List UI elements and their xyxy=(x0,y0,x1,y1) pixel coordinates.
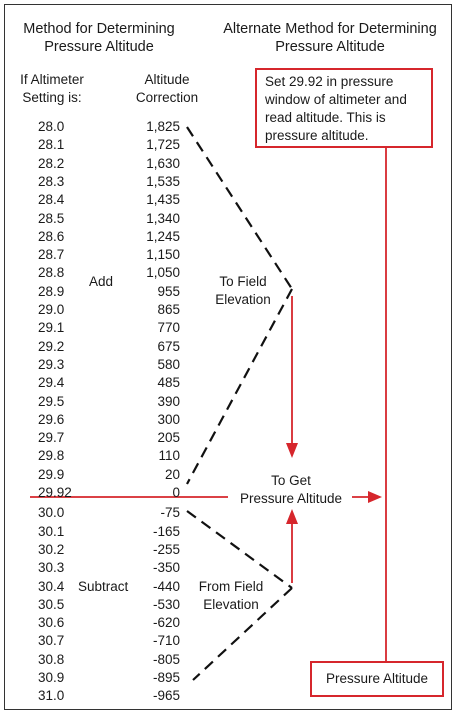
correction-cell: -895 xyxy=(152,670,180,685)
correction-cell: 390 xyxy=(157,393,180,409)
from-field-elevation-label: From Field Elevation xyxy=(190,578,272,614)
to-field-elevation-label: To Field Elevation xyxy=(204,273,282,309)
correction-header-line1: Altitude xyxy=(144,72,190,87)
setting-cell: 30.6 xyxy=(38,615,65,631)
correction-cell: 1,245 xyxy=(146,228,180,244)
add-dashed-line-upper xyxy=(186,126,293,290)
correction-cell: 1,535 xyxy=(146,173,180,189)
setting-cell: 29.4 xyxy=(38,375,65,391)
setting-header-line1: If Altimeter xyxy=(20,72,84,87)
setting-cell: 30.2 xyxy=(38,541,65,557)
correction-cell: -165 xyxy=(152,523,180,539)
setting-cell: 28.7 xyxy=(38,247,65,263)
setting-cell: 28.0 xyxy=(38,119,65,134)
setting-cell: 29.1 xyxy=(38,320,65,336)
to-get-pressure-altitude-label: To Get Pressure Altitude xyxy=(228,472,354,508)
correction-cell: -255 xyxy=(152,541,180,557)
correction-cell: -620 xyxy=(152,615,180,631)
setting-header-line2: Setting is: xyxy=(22,90,82,105)
arrow-head-up xyxy=(286,509,298,524)
correction-cell: -530 xyxy=(152,596,180,612)
correction-cell: -965 xyxy=(152,688,180,704)
setting-cell: 29.6 xyxy=(38,411,65,427)
correction-cell: 1,150 xyxy=(146,247,180,263)
setting-cell: 31.0 xyxy=(38,688,65,704)
correction-cell: 20 xyxy=(164,466,180,482)
add-dashed-line-lower xyxy=(186,288,293,485)
setting-cell: 28.6 xyxy=(38,228,65,244)
setting-cell: 30.3 xyxy=(38,560,65,576)
left-title-line2: Pressure Altitude xyxy=(44,39,154,55)
correction-cell: 1,725 xyxy=(146,137,180,153)
setting-cell: 28.2 xyxy=(38,155,65,171)
correction-cell: 1,050 xyxy=(146,265,180,281)
correction-cell: -805 xyxy=(152,651,180,667)
correction-cell: 0 xyxy=(172,485,180,500)
setting-cell: 30.4 xyxy=(38,578,65,594)
correction-cell: 865 xyxy=(157,302,180,317)
to-get-line2: Pressure Altitude xyxy=(239,491,343,506)
correction-cell: 1,340 xyxy=(146,210,180,226)
from-field-line2: Elevation xyxy=(203,597,259,612)
setting-cell: 30.7 xyxy=(38,633,65,649)
correction-cell: 1,630 xyxy=(146,155,180,171)
correction-cell: -440 xyxy=(152,578,180,594)
right-title-line2: Pressure Altitude xyxy=(275,39,385,55)
correction-cell: 1,435 xyxy=(146,192,180,208)
setting-cell: 29.7 xyxy=(38,430,65,446)
subtract-dashed-line-lower xyxy=(192,587,293,681)
to-field-line1: To Field xyxy=(219,274,267,289)
subtract-label: Subtract xyxy=(78,579,129,594)
diagram-frame xyxy=(4,4,452,710)
correction-cell: -350 xyxy=(152,560,180,576)
subtract-dashed-line-upper xyxy=(186,510,293,589)
right-title-line1: Alternate Method for Determining xyxy=(223,21,437,37)
correction-cell: 770 xyxy=(157,320,180,336)
setting-cell: 30.9 xyxy=(38,670,65,685)
add-label: Add xyxy=(89,274,114,289)
right-title: Alternate Method for Determining Pressur… xyxy=(212,20,448,56)
correction-cell: 110 xyxy=(158,448,180,464)
setting-cell: 28.9 xyxy=(38,283,65,299)
setting-cell: 30.5 xyxy=(38,596,65,612)
setting-cell: 28.1 xyxy=(38,137,65,153)
to-field-line2: Elevation xyxy=(215,292,271,307)
arrow-head-right xyxy=(368,491,382,503)
correction-cell: 485 xyxy=(157,375,180,391)
setting-cell: 28.3 xyxy=(38,173,65,189)
correction-cell: 300 xyxy=(157,411,180,427)
setting-cell: 29.5 xyxy=(38,393,65,409)
correction-column-header: Altitude Correction xyxy=(124,71,210,107)
setting-cell: 29.8 xyxy=(38,448,65,464)
setting-column-header: If Altimeter Setting is: xyxy=(12,71,92,107)
correction-cell: 955 xyxy=(157,283,180,299)
left-title: Method for Determining Pressure Altitude xyxy=(4,20,194,56)
setting-cell: 28.8 xyxy=(38,265,65,281)
correction-cell: 675 xyxy=(157,338,180,354)
setting-cell: 28.4 xyxy=(38,192,65,208)
arrow-head-down xyxy=(286,443,298,458)
setting-cell: 30.1 xyxy=(38,523,65,539)
correction-cell: -710 xyxy=(152,633,180,649)
correction-cell: 205 xyxy=(157,430,180,446)
setting-cell: 28.5 xyxy=(38,210,65,226)
left-title-line1: Method for Determining xyxy=(23,21,175,37)
correction-header-line2: Correction xyxy=(135,90,199,105)
setting-cell: 29.92 xyxy=(38,485,72,500)
pressure-altitude-box: Pressure Altitude xyxy=(310,661,444,697)
setting-cell: 29.3 xyxy=(38,356,65,372)
setting-cell: 29.0 xyxy=(38,302,65,317)
correction-cell: 1,825 xyxy=(146,119,180,134)
setting-cell: 29.9 xyxy=(38,466,65,482)
correction-cell: -75 xyxy=(160,505,180,521)
from-field-line1: From Field xyxy=(198,579,264,594)
setting-cell: 29.2 xyxy=(38,338,65,354)
alternate-method-box: Set 29.92 in pressure window of altimete… xyxy=(255,68,433,148)
setting-cell: 30.8 xyxy=(38,651,65,667)
correction-cell: 580 xyxy=(157,356,180,372)
to-get-line1: To Get xyxy=(271,473,311,488)
setting-cell: 30.0 xyxy=(38,505,65,521)
